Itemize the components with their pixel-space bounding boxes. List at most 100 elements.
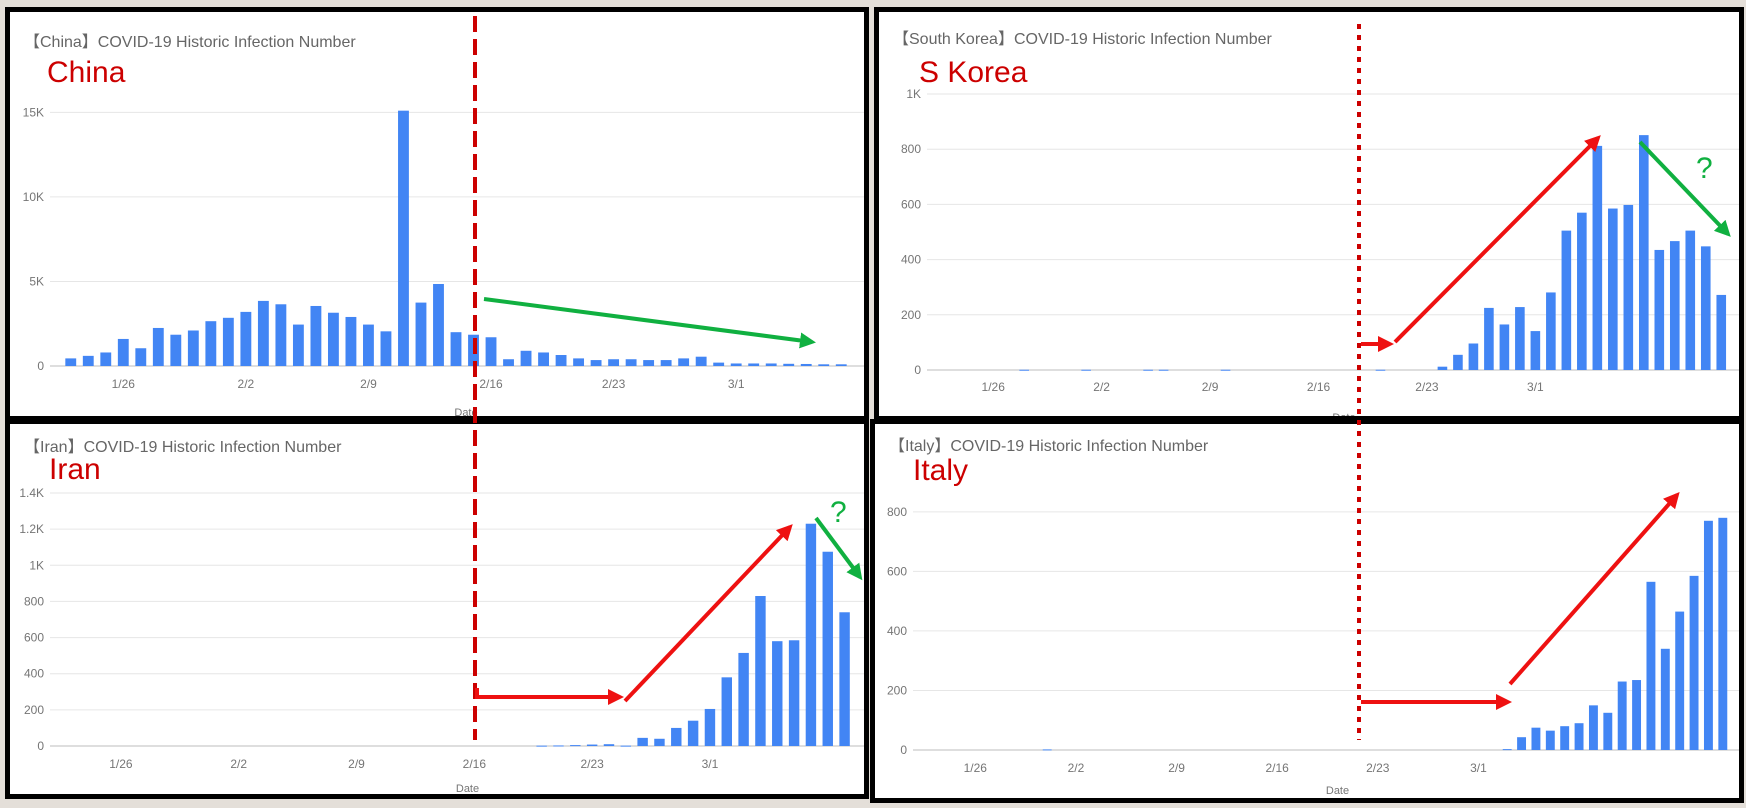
bar xyxy=(800,363,812,366)
bar xyxy=(1561,230,1572,370)
iran-chart: 【Iran】COVID-19 Historic Infection Number… xyxy=(19,439,864,794)
x-tick-label: 2/16 xyxy=(463,757,487,771)
chart-title: 【Italy】COVID-19 Historic Infection Numbe… xyxy=(889,438,1209,455)
bar xyxy=(292,324,304,366)
bar xyxy=(363,324,374,366)
bar xyxy=(1660,648,1670,750)
bar xyxy=(1608,208,1618,370)
bar xyxy=(1603,712,1613,750)
x-tick-label: 2/2 xyxy=(230,757,247,771)
x-tick-label: 1/26 xyxy=(964,761,988,775)
bar xyxy=(1220,369,1231,371)
bar xyxy=(327,312,339,366)
bar xyxy=(485,337,497,366)
bar xyxy=(586,744,598,746)
bar xyxy=(713,362,725,366)
bar xyxy=(433,283,444,366)
x-tick-label: 2/23 xyxy=(580,757,604,771)
bar xyxy=(1716,294,1727,370)
bar xyxy=(637,737,648,746)
bar xyxy=(450,332,462,366)
y-tick-label: 400 xyxy=(24,667,44,681)
bar xyxy=(590,360,602,366)
bar xyxy=(654,738,665,746)
bar xyxy=(608,359,620,366)
bar xyxy=(678,358,690,366)
bar xyxy=(783,363,795,366)
bar xyxy=(240,311,252,366)
bar xyxy=(1700,246,1711,370)
y-tick-label: 0 xyxy=(914,363,921,377)
y-tick-label: 200 xyxy=(887,683,907,697)
y-tick-label: 400 xyxy=(901,253,921,267)
bar xyxy=(1545,730,1555,750)
bar xyxy=(275,304,287,366)
x-tick-label: 2/23 xyxy=(602,377,626,391)
bar xyxy=(538,352,549,366)
chart-title: 【China】COVID-19 Historic Infection Numbe… xyxy=(24,34,356,51)
x-tick-label: 2/2 xyxy=(1093,380,1110,394)
bar xyxy=(1531,727,1541,750)
x-tick-label: 3/1 xyxy=(1470,761,1487,775)
bar xyxy=(1592,145,1603,370)
bar xyxy=(660,360,672,366)
x-tick-label: 2/23 xyxy=(1366,761,1390,775)
bar xyxy=(1546,292,1556,370)
x-tick-label: 2/2 xyxy=(238,377,255,391)
bar xyxy=(704,708,716,746)
chart-title: 【South Korea】COVID-19 Historic Infection… xyxy=(893,31,1272,48)
x-tick-label: 1/26 xyxy=(982,380,1006,394)
bar xyxy=(772,641,783,746)
bar xyxy=(1042,749,1052,751)
bar xyxy=(468,334,479,366)
china-chart: 【China】COVID-19 Historic Infection Numbe… xyxy=(23,34,864,416)
bar xyxy=(555,355,567,366)
x-tick-label: 2/9 xyxy=(360,377,377,391)
y-tick-label: 1K xyxy=(29,558,44,572)
y-tick-label: 600 xyxy=(24,631,44,645)
y-tick-label: 600 xyxy=(901,197,921,211)
bar xyxy=(1515,307,1525,370)
y-tick-label: 200 xyxy=(24,703,44,717)
y-tick-label: 400 xyxy=(887,624,907,638)
bar xyxy=(415,302,427,366)
bar xyxy=(839,612,850,746)
bar xyxy=(818,364,830,366)
bar xyxy=(398,110,409,366)
bar xyxy=(603,744,615,746)
bar xyxy=(1654,249,1665,370)
bar xyxy=(1588,705,1598,750)
bar xyxy=(748,363,760,366)
y-tick-label: 1.2K xyxy=(19,522,44,536)
bar xyxy=(620,745,632,747)
bar xyxy=(222,317,234,366)
bar xyxy=(738,652,749,746)
x-tick-label: 3/1 xyxy=(728,377,745,391)
bar xyxy=(1530,331,1541,370)
x-tick-label: 2/16 xyxy=(1307,380,1331,394)
bar xyxy=(65,358,77,366)
y-tick-label: 0 xyxy=(37,359,44,373)
bar xyxy=(1560,726,1570,750)
y-tick-label: 200 xyxy=(901,308,921,322)
bar xyxy=(1499,324,1510,370)
y-tick-label: 15K xyxy=(23,105,44,119)
x-tick-label: 2/9 xyxy=(1202,380,1219,394)
bar xyxy=(1689,575,1699,750)
bar xyxy=(1517,737,1527,750)
y-tick-label: 0 xyxy=(37,739,44,753)
y-tick-label: 1.4K xyxy=(19,486,44,500)
bar xyxy=(345,316,357,366)
bar xyxy=(1502,749,1512,751)
bar xyxy=(1081,369,1091,371)
bar xyxy=(625,359,637,366)
italy-chart: 【Italy】COVID-19 Historic Infection Numbe… xyxy=(887,438,1739,797)
bar xyxy=(765,363,777,366)
bar xyxy=(1375,369,1386,371)
bar xyxy=(695,356,707,366)
bar xyxy=(570,745,581,747)
y-tick-label: 800 xyxy=(887,505,907,519)
x-tick-label: 3/1 xyxy=(702,757,719,771)
bar xyxy=(100,352,112,366)
bar xyxy=(380,331,392,366)
